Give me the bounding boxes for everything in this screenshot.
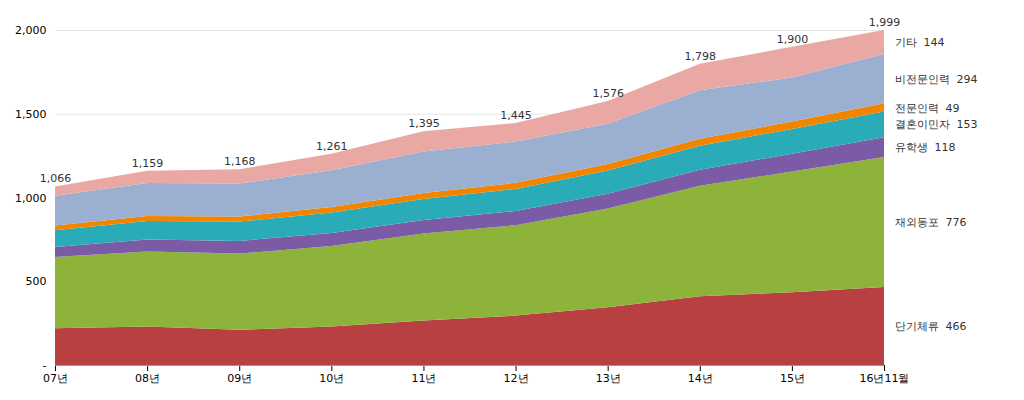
svg-text:09년: 09년 (227, 372, 252, 385)
svg-text:10년: 10년 (319, 372, 344, 385)
svg-text:15년: 15년 (780, 372, 805, 385)
svg-text:단기체류 466: 단기체류 466 (895, 320, 967, 333)
svg-text:1,798: 1,798 (685, 50, 717, 63)
svg-text:1,168: 1,168 (224, 155, 256, 168)
svg-text:1,445: 1,445 (500, 109, 532, 122)
svg-text:유학생 118: 유학생 118 (895, 141, 956, 154)
svg-text:1,000: 1,000 (15, 192, 47, 205)
svg-text:1,159: 1,159 (132, 157, 164, 170)
svg-text:비전문인력 294: 비전문인력 294 (895, 73, 978, 86)
svg-text:500: 500 (26, 275, 47, 288)
svg-text:1,999: 1,999 (869, 16, 901, 29)
svg-text:1,900: 1,900 (777, 33, 809, 46)
svg-text:12년: 12년 (504, 372, 529, 385)
svg-text:11년: 11년 (411, 372, 436, 385)
svg-text:08년: 08년 (135, 372, 160, 385)
svg-text:14년: 14년 (688, 372, 713, 385)
svg-text:16년11월: 16년11월 (860, 372, 910, 385)
svg-text:1,261: 1,261 (316, 140, 348, 153)
svg-text:-: - (43, 359, 47, 372)
svg-text:13년: 13년 (596, 372, 621, 385)
svg-text:1,500: 1,500 (15, 108, 47, 121)
svg-text:1,576: 1,576 (592, 87, 624, 100)
svg-text:2,000: 2,000 (15, 24, 47, 37)
svg-text:기타 144: 기타 144 (895, 36, 945, 49)
svg-text:07년: 07년 (43, 372, 68, 385)
svg-text:결혼이민자 153: 결혼이민자 153 (895, 118, 978, 131)
svg-text:재외동포 776: 재외동포 776 (895, 216, 967, 229)
svg-text:전문인력 49: 전문인력 49 (895, 101, 960, 114)
svg-text:1,066: 1,066 (40, 172, 72, 185)
svg-text:1,395: 1,395 (408, 117, 440, 130)
